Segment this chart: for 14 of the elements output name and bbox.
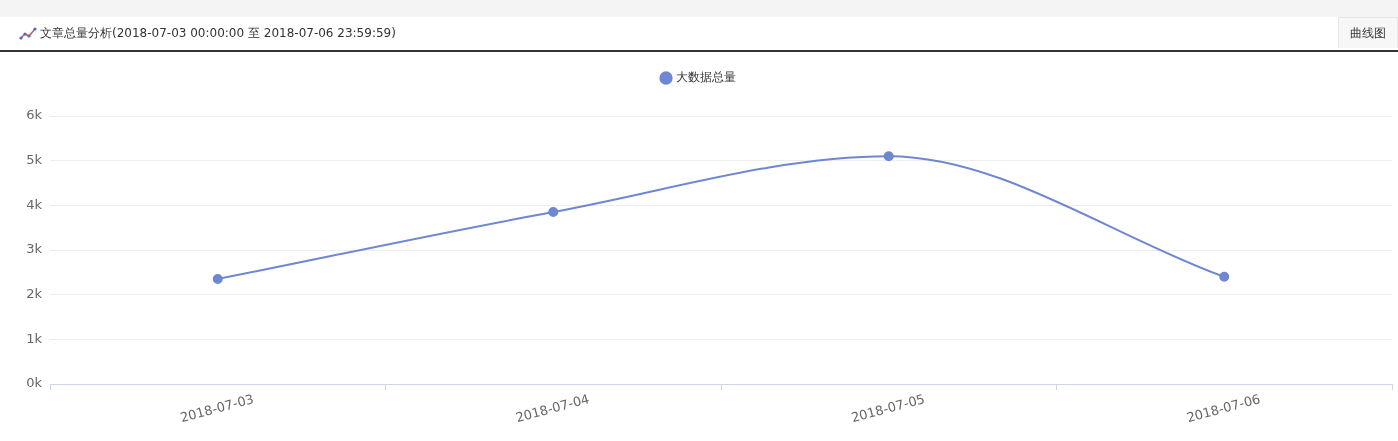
- point: [212, 274, 223, 285]
- y-tick-label: 2k: [26, 286, 43, 302]
- point: [1219, 271, 1230, 282]
- chart-title: 文章总量分析(2018-07-03 00:00:00 至 2018-07-06 23:59:59): [40, 25, 396, 41]
- y-tick-label: 5k: [26, 152, 43, 168]
- y-tick-label: 1k: [26, 330, 43, 346]
- y-tick-label: 4k: [26, 196, 43, 212]
- point: [548, 207, 559, 218]
- legend-label: 大数据总量: [676, 70, 736, 85]
- y-tick-label: 0k: [26, 375, 43, 391]
- y-tick-label: 6k: [26, 107, 43, 123]
- point: [883, 151, 894, 162]
- line-chart-button: 曲线图: [1338, 17, 1398, 48]
- y-tick-label: 3k: [26, 241, 43, 257]
